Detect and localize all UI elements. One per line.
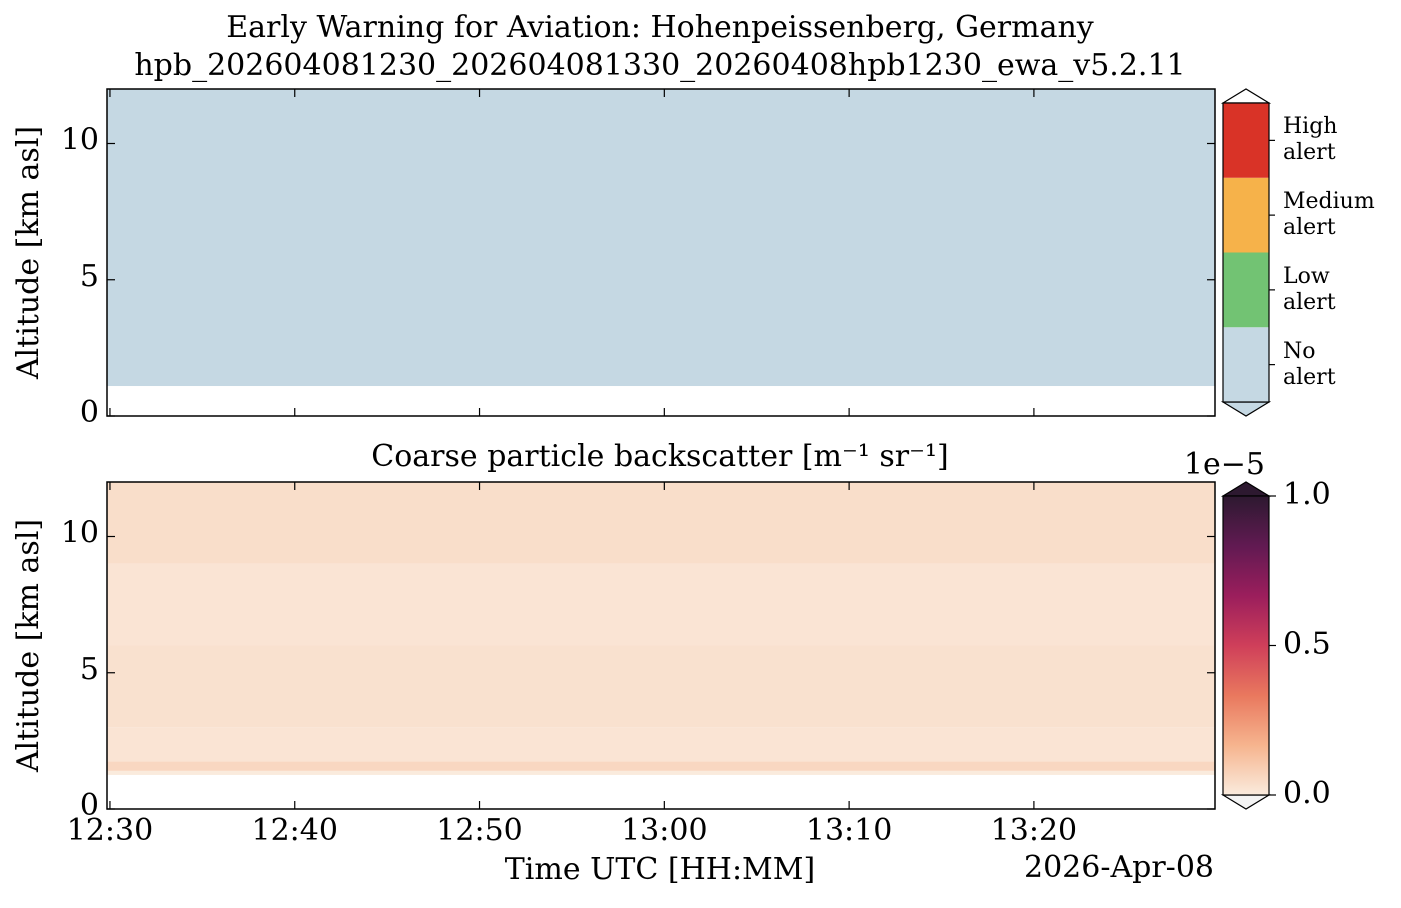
colorbar (1222, 495, 1270, 796)
colorbar-label: Medium alert (1283, 189, 1375, 241)
backscatter-band (107, 727, 1215, 762)
axes-frame (106, 481, 1216, 810)
date-label: 2026-Apr-08 (1024, 850, 1214, 885)
colorbar-label: Low alert (1283, 263, 1336, 315)
colorbar-segment (1223, 177, 1269, 253)
backscatter-band (107, 770, 1215, 775)
y-tick-label: 0 (80, 395, 99, 430)
colorbar-offset: 1e−5 (1184, 447, 1265, 482)
colorbar-segment (1223, 252, 1269, 328)
y-axis-label: Altitude [km asl] (11, 126, 46, 380)
colorbar-frame (1222, 102, 1270, 403)
axes-frame (106, 88, 1216, 417)
y-tick-label: 10 (61, 516, 99, 551)
colorbar-label: High alert (1283, 114, 1338, 166)
x-tick-label: 13:10 (806, 813, 892, 848)
x-tick-label: 13:00 (621, 813, 707, 848)
chart-title: Early Warning for Aviation: Hohenpeissen… (226, 10, 1094, 45)
colorbar-extend (1220, 794, 1272, 810)
colorbar-segment (1223, 327, 1269, 402)
panel-title: Coarse particle backscatter [m⁻¹ sr⁻¹] (371, 439, 948, 474)
colorbar-extend (1220, 88, 1272, 104)
x-tick-label: 12:50 (436, 813, 522, 848)
y-tick-label: 5 (80, 652, 99, 687)
plot-area (107, 482, 1215, 775)
colorbar-label: No alert (1283, 338, 1336, 390)
backscatter-band (107, 645, 1215, 728)
chart-subtitle: hpb_202604081230_202604081330_20260408hp… (134, 48, 1185, 83)
colorbar-tick-label: 0.0 (1283, 776, 1331, 811)
y-tick-label: 0 (80, 788, 99, 823)
backscatter-band (107, 761, 1215, 771)
alert-layer (107, 89, 1215, 387)
x-tick-label: 12:30 (67, 813, 153, 848)
y-tick-label: 10 (61, 123, 99, 158)
colorbar-segment (1223, 103, 1269, 178)
backscatter-band (107, 482, 1215, 564)
y-tick-label: 5 (80, 259, 99, 294)
backscatter-band (107, 563, 1215, 646)
x-tick-label: 12:40 (252, 813, 338, 848)
colorbar-tick-label: 0.5 (1283, 627, 1331, 662)
colorbar-extend (1220, 481, 1272, 497)
colorbar-extend (1220, 401, 1272, 417)
x-tick-label: 13:20 (991, 813, 1077, 848)
colorbar-tick-label: 1.0 (1283, 477, 1331, 512)
y-axis-label: Altitude [km asl] (11, 519, 46, 773)
plot-area (107, 89, 1215, 387)
x-axis-label: Time UTC [HH:MM] (505, 852, 815, 887)
